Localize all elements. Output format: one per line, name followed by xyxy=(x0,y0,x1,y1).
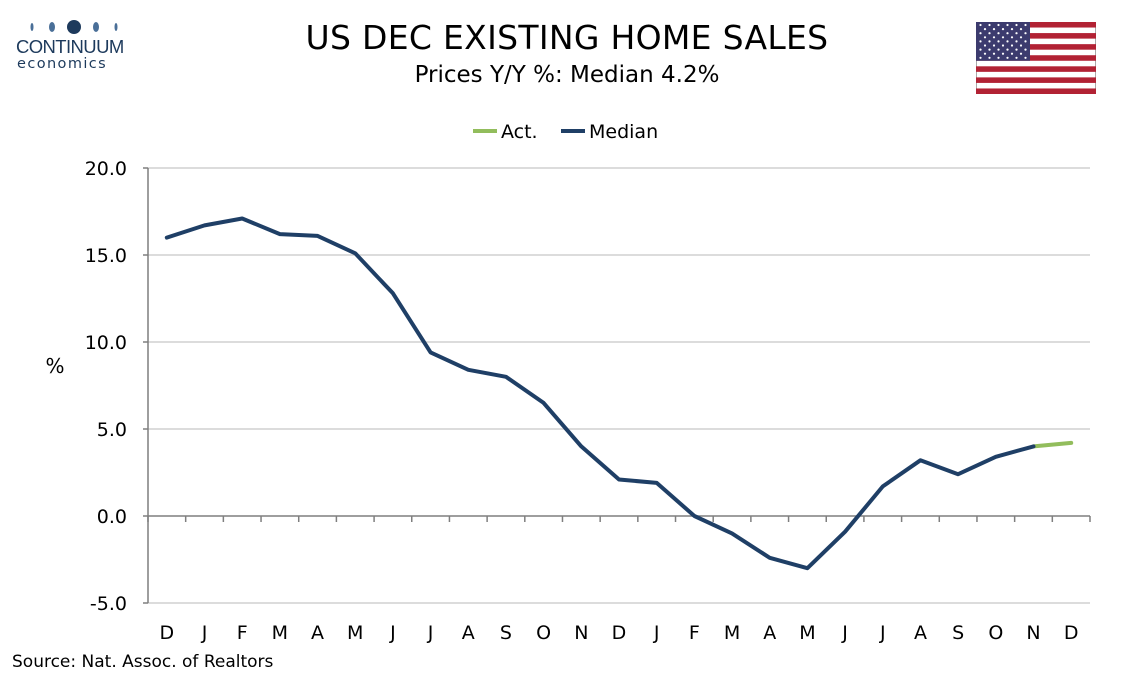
x-tick-label: S xyxy=(500,622,512,644)
x-tick-label: S xyxy=(952,622,964,644)
x-tick-label: M xyxy=(272,622,288,644)
x-tick-label: J xyxy=(427,622,434,644)
x-tick-label: D xyxy=(160,622,175,644)
x-tick-label: F xyxy=(237,622,248,644)
legend-label: Median xyxy=(589,121,658,143)
x-tick-label: A xyxy=(914,622,927,644)
us-flag-icon xyxy=(976,22,1096,94)
series-line-act xyxy=(1031,440,1074,449)
x-tick-label: J xyxy=(201,622,208,644)
x-tick-label: M xyxy=(724,622,740,644)
source-note: Source: Nat. Assoc. of Realtors xyxy=(12,652,274,672)
y-tick-label: 10.0 xyxy=(85,332,127,354)
series-line-median xyxy=(164,216,1036,571)
x-tick-label: O xyxy=(988,622,1003,644)
x-tick-label: M xyxy=(347,622,363,644)
x-tick-label: A xyxy=(311,622,324,644)
y-axis-label: % xyxy=(45,354,64,378)
x-tick-label: D xyxy=(1064,622,1079,644)
x-tick-label: F xyxy=(689,622,700,644)
x-tick-label: J xyxy=(389,622,396,644)
x-tick-label: N xyxy=(1026,622,1040,644)
x-tick-label: O xyxy=(536,622,551,644)
brand-logo: CONTINUUM economics xyxy=(10,14,136,76)
chart-title: US DEC EXISTING HOME SALES xyxy=(305,18,829,57)
y-tick-label: 20.0 xyxy=(85,158,127,180)
x-tick-label: J xyxy=(841,622,848,644)
y-tick-label: 5.0 xyxy=(97,419,127,441)
x-tick-label: A xyxy=(462,622,475,644)
x-tick-label: N xyxy=(574,622,588,644)
y-tick-label: 0.0 xyxy=(97,506,127,528)
x-tick-label: A xyxy=(763,622,776,644)
y-tick-label: -5.0 xyxy=(90,593,127,615)
y-tick-label: 15.0 xyxy=(85,245,127,267)
x-tick-label: M xyxy=(799,622,815,644)
x-tick-label: J xyxy=(879,622,886,644)
brand-sub: economics xyxy=(17,56,108,72)
legend-label: Act. xyxy=(501,121,538,143)
x-tick-label: J xyxy=(653,622,660,644)
brand-name: CONTINUUM xyxy=(16,36,124,57)
logo-dots-icon xyxy=(30,20,118,34)
chart-subtitle: Prices Y/Y %: Median 4.2% xyxy=(414,62,720,88)
x-tick-label: D xyxy=(612,622,627,644)
